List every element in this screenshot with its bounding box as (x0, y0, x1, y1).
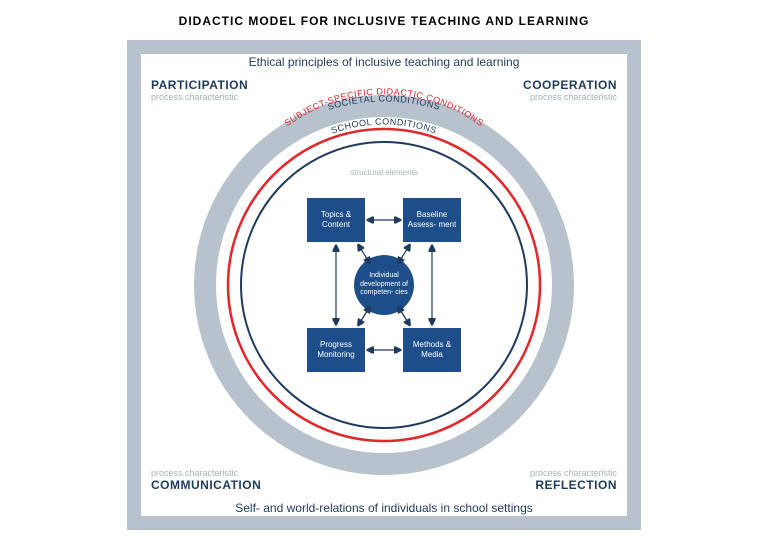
diagram-frame: Ethical principles of inclusive teaching… (127, 40, 641, 530)
center-area: structural elements Topics & Content Bas… (269, 170, 499, 400)
frame-top-text: Ethical principles of inclusive teaching… (127, 55, 641, 69)
page-title: DIDACTIC MODEL FOR INCLUSIVE TEACHING AN… (0, 0, 768, 28)
arrows (269, 170, 499, 400)
frame-bottom-text: Self- and world-relations of individuals… (127, 501, 641, 515)
